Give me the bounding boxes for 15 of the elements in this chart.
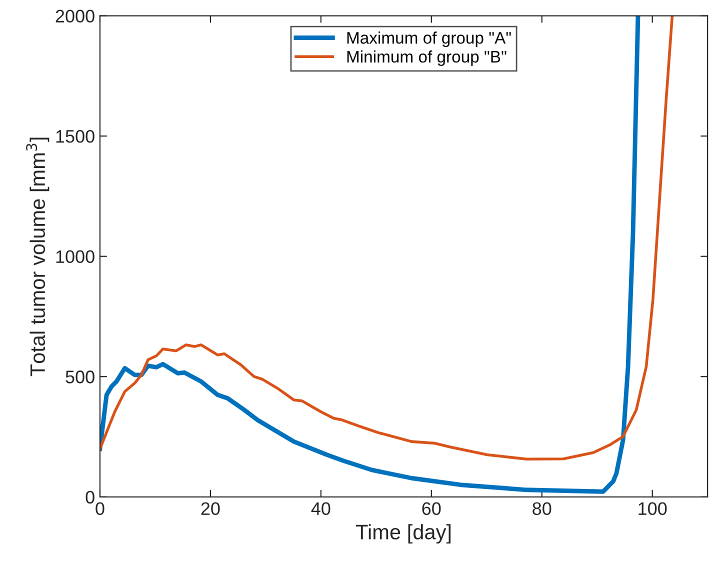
x-tick-label: 20 (201, 502, 220, 516)
x-tick-label: 80 (532, 502, 552, 516)
x-tick-label: 60 (422, 502, 441, 516)
x-tick-label: 100 (638, 502, 667, 516)
x-tick-label: 40 (311, 502, 330, 516)
legend-label: Maximum of group "A" (347, 32, 511, 48)
x-tick-label: 0 (96, 502, 104, 516)
legend-label: Minimum of group "B" (347, 50, 506, 66)
y-axis-title: Total tumor volume [mm$^{3}$] (26, 138, 50, 376)
x-axis-title: Time [day] (356, 524, 451, 544)
y-tick-label: 2000 (56, 10, 94, 23)
y-tick-label: 500 (66, 370, 94, 384)
y-tick-label: 1500 (56, 130, 94, 143)
y-tick-label: 1000 (56, 250, 94, 264)
y-tick-label: 0 (86, 490, 94, 504)
